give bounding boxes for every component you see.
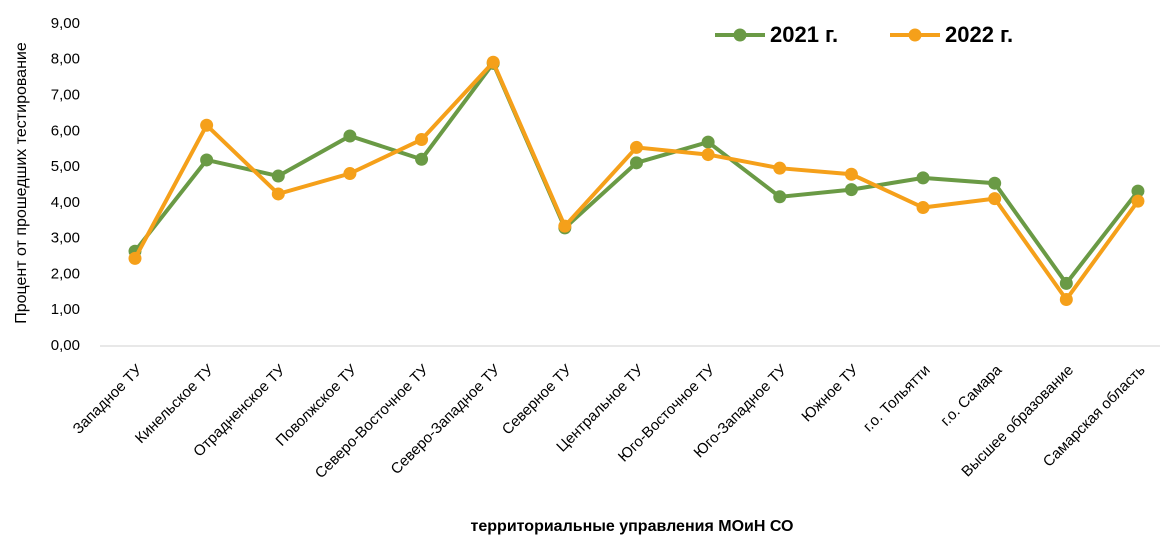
legend-label: 2022 г.	[945, 22, 1013, 47]
y-tick-label: 8,00	[51, 51, 80, 68]
y-tick-label: 0,00	[51, 337, 80, 354]
y-tick-label: 3,00	[51, 230, 80, 247]
data-point	[415, 133, 429, 147]
data-point	[200, 153, 214, 167]
y-tick-label: 9,00	[51, 15, 80, 32]
y-tick-label: 5,00	[51, 158, 80, 175]
legend-marker	[733, 28, 747, 42]
data-point	[343, 129, 357, 143]
y-tick-label: 7,00	[51, 87, 80, 104]
data-point	[916, 201, 930, 215]
data-point	[271, 187, 285, 201]
data-point	[271, 169, 285, 183]
y-tick-label: 2,00	[51, 265, 80, 282]
data-point	[988, 176, 1002, 190]
y-tick-label: 6,00	[51, 122, 80, 139]
data-point	[200, 118, 214, 132]
data-point	[773, 161, 787, 175]
x-tick-label: Южное ТУ	[798, 361, 862, 425]
data-point	[701, 135, 715, 149]
data-point	[629, 156, 643, 170]
y-tick-label: 4,00	[51, 194, 80, 211]
data-point	[1059, 292, 1073, 306]
x-tick-label: г.о. Тольятти	[860, 362, 934, 436]
data-point	[1131, 184, 1145, 198]
data-point	[988, 192, 1002, 206]
data-point	[415, 152, 429, 166]
x-axis-label: территориальные управления МОиН СО	[471, 518, 794, 535]
x-tick-label: Северное ТУ	[499, 361, 576, 438]
y-tick-label: 1,00	[51, 301, 80, 318]
data-point	[916, 171, 930, 185]
series-line	[133, 59, 1140, 287]
data-point	[558, 219, 572, 233]
data-point	[343, 167, 357, 181]
data-point	[844, 183, 858, 197]
data-point	[486, 55, 500, 69]
data-point	[701, 148, 715, 162]
data-point	[1059, 276, 1073, 290]
data-point	[1131, 194, 1145, 208]
x-tick-label: г.о. Самара	[937, 361, 1005, 429]
legend-label: 2021 г.	[770, 22, 838, 47]
y-axis-label: Процент от прошедших тестирование	[13, 42, 30, 324]
data-point	[844, 167, 858, 181]
x-tick-label: Западное ТУ	[70, 361, 146, 437]
data-point	[128, 251, 142, 265]
data-point	[773, 190, 787, 204]
legend-marker	[908, 28, 922, 42]
data-point	[629, 140, 643, 154]
